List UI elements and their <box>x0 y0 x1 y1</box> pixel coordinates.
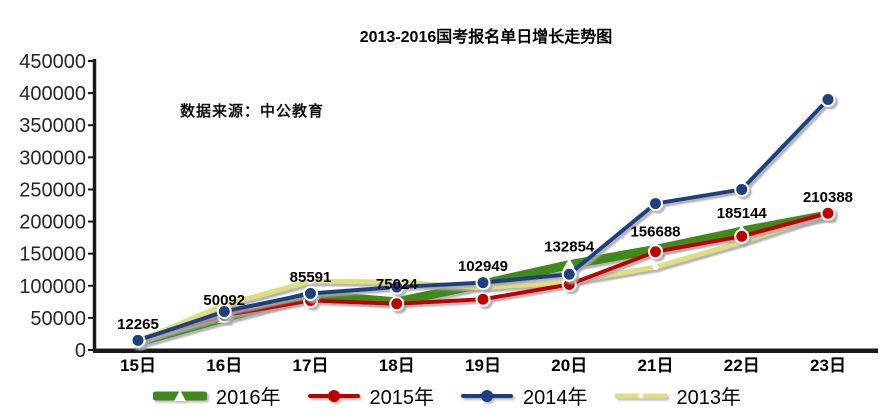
data-label: 156688 <box>630 223 680 240</box>
data-label: 210388 <box>803 189 853 206</box>
marker-2015年 <box>734 228 750 244</box>
x-axis-label: 15日 <box>120 356 156 375</box>
marker-2013年 <box>652 264 659 271</box>
marker-2014年 <box>130 332 146 348</box>
legend-label-2015年: 2015年 <box>369 387 435 409</box>
legend-swatch-2013年 <box>614 393 667 398</box>
x-axis-label: 17日 <box>293 356 329 375</box>
chart-legend: 2016年 2015年 2014年 2013年 <box>0 381 894 410</box>
marker-2014年 <box>389 279 405 295</box>
marker-2014年 <box>561 266 577 282</box>
x-axis-label: 16日 <box>206 356 242 375</box>
y-axis-label: 300000 <box>19 147 86 169</box>
y-axis-label: 150000 <box>19 244 86 266</box>
x-axis-label: 22日 <box>724 356 760 375</box>
marker-2014年 <box>648 196 663 212</box>
legend-marker-2014年 <box>481 389 493 402</box>
x-axis-label: 23日 <box>810 356 846 375</box>
marker-2015年 <box>475 291 491 307</box>
data-label: 12265 <box>117 316 159 333</box>
legend-item-2015年: 2015年 <box>307 381 435 410</box>
legend-swatch-2015年 <box>307 389 360 402</box>
marker-2014年 <box>734 181 750 197</box>
legend-label-2014年: 2014年 <box>523 387 588 409</box>
y-axis-label: 50000 <box>30 308 86 330</box>
legend-marker-2013年 <box>638 393 643 398</box>
data-label: 185144 <box>717 205 768 222</box>
y-axis-label: 400000 <box>19 83 86 105</box>
y-axis-label: 350000 <box>19 115 86 137</box>
marker-2014年 <box>475 275 491 291</box>
marker-2014年 <box>216 303 232 319</box>
marker-2014年 <box>820 92 836 108</box>
data-label: 102949 <box>458 258 508 275</box>
legend-label-2016年: 2016年 <box>216 387 281 409</box>
legend-item-2014年: 2014年 <box>460 381 588 410</box>
data-label: 75024 <box>376 276 418 293</box>
chart-title: 2013-2016国考报名单日增长走势图 <box>359 29 613 46</box>
legend-item-2016年: 2016年 <box>153 381 281 410</box>
source-note: 数据来源：中公教育 <box>180 103 325 120</box>
x-axis-label: 19日 <box>465 356 501 375</box>
legend-swatch-2014年 <box>461 389 513 402</box>
legend-label-2013年: 2013年 <box>676 387 742 409</box>
marker-2015年 <box>820 205 836 221</box>
x-axis-label: 20日 <box>551 356 587 375</box>
marker-2015年 <box>389 296 405 312</box>
x-axis-label: 18日 <box>379 356 415 375</box>
y-axis-label: 100000 <box>19 276 86 298</box>
marker-2013年 <box>307 278 314 285</box>
data-label: 50092 <box>203 292 245 309</box>
y-axis-label: 200000 <box>19 212 86 234</box>
data-label: 85591 <box>290 269 332 286</box>
legend-item-2013年: 2013年 <box>614 381 742 410</box>
x-axis-label: 21日 <box>638 356 674 375</box>
legend-marker-2016年 <box>174 389 186 401</box>
y-axis-label: 0 <box>75 340 86 362</box>
marker-2015年 <box>648 244 663 260</box>
marker-2016年 <box>562 258 576 270</box>
series-2014年 <box>130 92 836 348</box>
y-axis-label: 450000 <box>19 51 86 73</box>
y-axis-label: 250000 <box>19 179 86 201</box>
legend-marker-2015年 <box>327 389 340 402</box>
marker-2014年 <box>303 285 318 301</box>
data-label: 132854 <box>544 239 595 256</box>
legend-swatch-2016年 <box>153 389 207 401</box>
